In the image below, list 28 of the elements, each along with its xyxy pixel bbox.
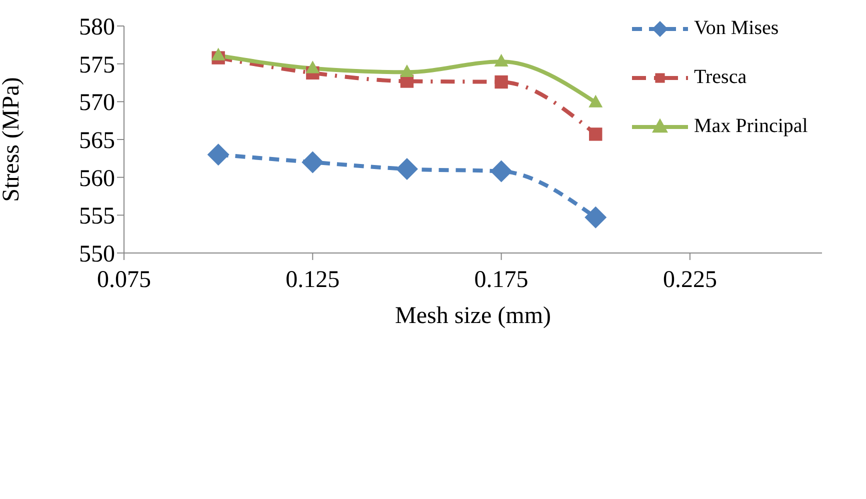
- x-axis-title: Mesh size (mm): [395, 303, 551, 329]
- point: [588, 94, 603, 108]
- y-tick-label: 570: [79, 90, 115, 116]
- legend-label: Tresca: [694, 66, 747, 89]
- x-tick-label: 0.225: [662, 267, 717, 294]
- x-tick-label: 0.175: [474, 267, 528, 294]
- point: [589, 128, 602, 141]
- y-tick-label: 565: [79, 128, 115, 154]
- y-axis-title: Stress (MPa): [0, 77, 25, 202]
- point: [400, 64, 414, 78]
- y-tick-label: 560: [79, 166, 115, 192]
- legend-label: Max Principal: [694, 115, 808, 138]
- x-tick-label: 0.125: [286, 267, 340, 294]
- point: [306, 60, 320, 74]
- point: [584, 206, 607, 228]
- y-tick-label: 550: [79, 242, 115, 268]
- point: [490, 160, 512, 182]
- y-tick-label: 575: [79, 52, 115, 78]
- point: [494, 54, 508, 66]
- legend-label: Von Mises: [694, 17, 779, 40]
- y-tick-label: 580: [79, 14, 115, 41]
- x-tick-label: 0.075: [97, 267, 151, 294]
- point: [396, 158, 418, 180]
- y-tick-label: 555: [79, 204, 115, 230]
- point: [211, 48, 226, 60]
- point: [494, 75, 508, 89]
- point: [207, 144, 230, 166]
- point: [302, 151, 324, 174]
